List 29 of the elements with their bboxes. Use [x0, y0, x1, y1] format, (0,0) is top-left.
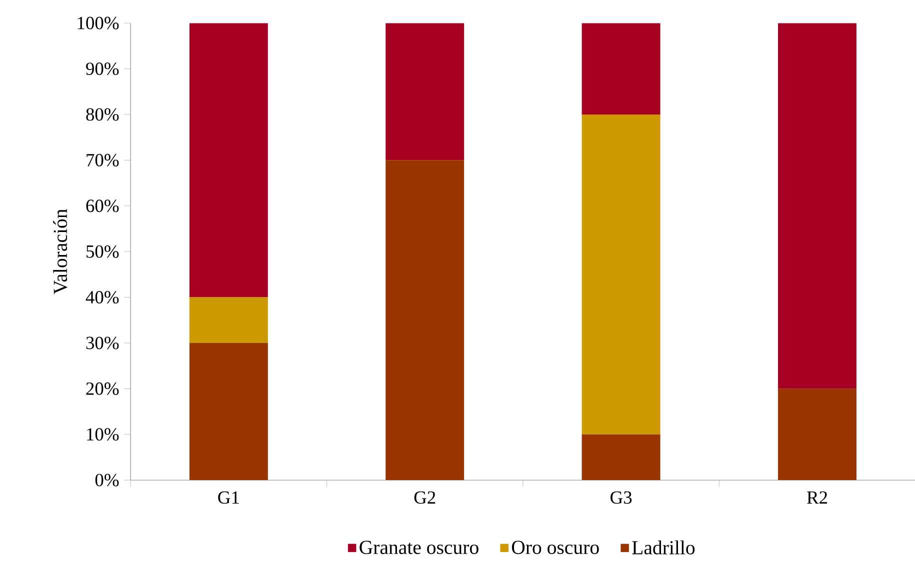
- x-tick-label: R2: [807, 491, 827, 504]
- y-tick-label: 30%: [86, 336, 119, 350]
- y-tick-label: 20%: [86, 382, 119, 396]
- bar: [582, 434, 660, 480]
- y-tick-label: 10%: [87, 428, 119, 441]
- legend-label: Ladrillo: [632, 540, 695, 554]
- y-tick-label: 100%: [78, 16, 119, 30]
- y-tick-label: 60%: [86, 200, 119, 212]
- bar: [189, 23, 268, 298]
- y-tick-label: 70%: [86, 154, 119, 167]
- bar: [189, 343, 268, 480]
- x-tick-label: G2: [414, 491, 436, 504]
- y-tick-label: 80%: [86, 108, 119, 121]
- bar: [778, 388, 856, 480]
- y-axis-title: Valoración: [53, 209, 68, 294]
- y-tick-label: 90%: [86, 62, 119, 76]
- y-tick-label: 0%: [95, 474, 119, 486]
- bar: [386, 23, 464, 160]
- legend-label: Oro oscuro: [512, 540, 599, 554]
- y-tick-label: 40%: [86, 291, 119, 304]
- bar: [778, 23, 856, 389]
- x-tick-label: G3: [610, 491, 632, 504]
- bar: [386, 160, 464, 480]
- legend-label: Granate oscuro: [360, 540, 478, 554]
- bar: [582, 114, 660, 434]
- x-tick-label: G1: [218, 491, 239, 504]
- y-tick-label: 50%: [86, 245, 119, 258]
- bar: [582, 23, 660, 115]
- bar: [189, 297, 268, 344]
